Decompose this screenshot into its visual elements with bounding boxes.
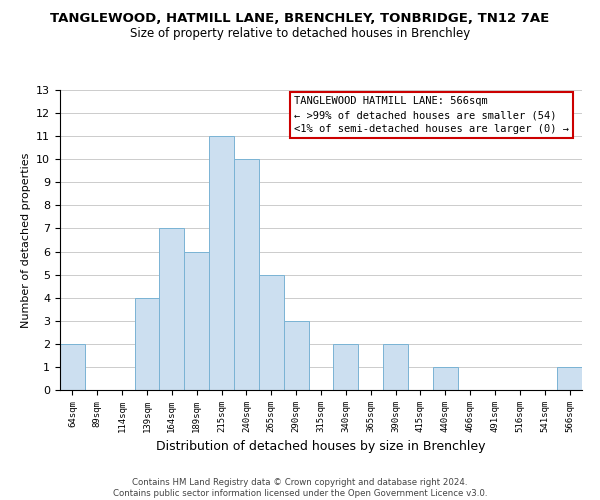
Bar (259, 274, 284, 390)
Bar (134, 298, 160, 390)
Bar (234, 159, 259, 390)
Bar (184, 252, 209, 390)
Bar (334, 344, 358, 390)
Text: TANGLEWOOD HATMILL LANE: 566sqm
← >99% of detached houses are smaller (54)
<1% o: TANGLEWOOD HATMILL LANE: 566sqm ← >99% o… (294, 96, 569, 134)
Bar (209, 136, 234, 390)
Text: TANGLEWOOD, HATMILL LANE, BRENCHLEY, TONBRIDGE, TN12 7AE: TANGLEWOOD, HATMILL LANE, BRENCHLEY, TON… (50, 12, 550, 26)
Bar (383, 344, 408, 390)
Bar (60, 344, 85, 390)
X-axis label: Distribution of detached houses by size in Brenchley: Distribution of detached houses by size … (156, 440, 486, 454)
Bar (433, 367, 458, 390)
Y-axis label: Number of detached properties: Number of detached properties (20, 152, 31, 328)
Bar (557, 367, 582, 390)
Text: Size of property relative to detached houses in Brenchley: Size of property relative to detached ho… (130, 28, 470, 40)
Text: Contains HM Land Registry data © Crown copyright and database right 2024.
Contai: Contains HM Land Registry data © Crown c… (113, 478, 487, 498)
Bar (160, 228, 184, 390)
Bar (284, 321, 308, 390)
